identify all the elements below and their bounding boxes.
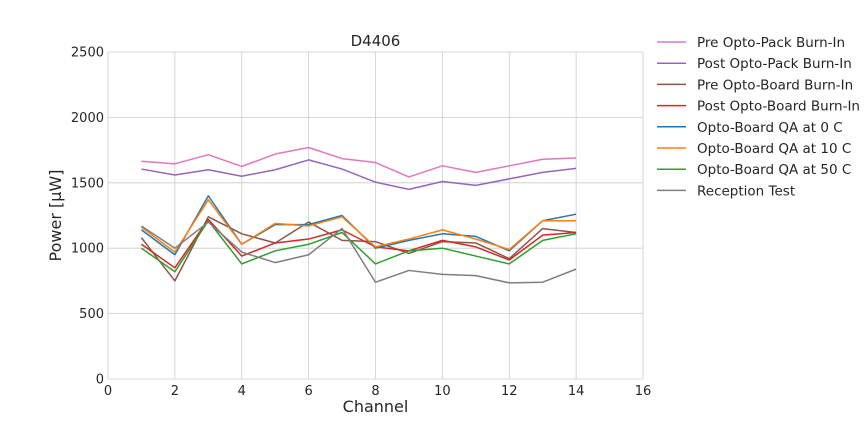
legend-label: Pre Opto-Pack Burn-In	[697, 35, 845, 51]
legend: Pre Opto-Pack Burn-In Post Opto-Pack Burn…	[657, 35, 860, 199]
x-tick-label: 16	[635, 384, 652, 399]
legend-label: Opto-Board QA at 10 C	[697, 141, 851, 157]
grid-lines	[107, 51, 644, 380]
y-tick-label: 0	[96, 373, 104, 388]
x-tick-label: 12	[501, 384, 518, 399]
series-lines	[140, 146, 577, 284]
legend-label: Opto-Board QA at 0 C	[697, 120, 843, 136]
y-axis-title: Power [μW]	[46, 170, 65, 262]
series-line-2	[141, 159, 577, 191]
y-tick-label: 2500	[71, 46, 104, 61]
x-tick-label: 8	[371, 384, 379, 399]
legend-label: Post Opto-Board Burn-In	[697, 99, 860, 115]
legend-label: Reception Test	[697, 183, 795, 199]
y-tick-label: 1500	[71, 176, 104, 191]
x-tick-label: 4	[238, 384, 246, 399]
x-axis-title: Channel	[343, 397, 409, 416]
series-line-4	[141, 218, 577, 269]
tick-labels: 0 2 4 6 8 10 12 14 16 0 500 1000 1500 2000 2500	[71, 46, 651, 400]
legend-label: Pre Opto-Board Burn-In	[697, 77, 853, 93]
series-line-1	[141, 146, 577, 178]
legend-label: Opto-Board QA at 50 C	[697, 162, 851, 178]
series-line-8	[141, 221, 577, 284]
series-line-6	[140, 199, 577, 253]
x-tick-label: 0	[104, 384, 112, 399]
x-tick-label: 6	[304, 384, 312, 399]
y-tick-label: 1000	[71, 242, 104, 257]
y-tick-label: 2000	[71, 111, 104, 126]
y-tick-label: 500	[79, 307, 104, 322]
x-tick-label: 14	[568, 384, 585, 399]
x-tick-label: 10	[434, 384, 451, 399]
chart-title: D4406	[351, 32, 401, 50]
series-line-3	[140, 216, 577, 282]
x-tick-label: 2	[171, 384, 179, 399]
legend-label: Post Opto-Pack Burn-In	[697, 56, 852, 72]
